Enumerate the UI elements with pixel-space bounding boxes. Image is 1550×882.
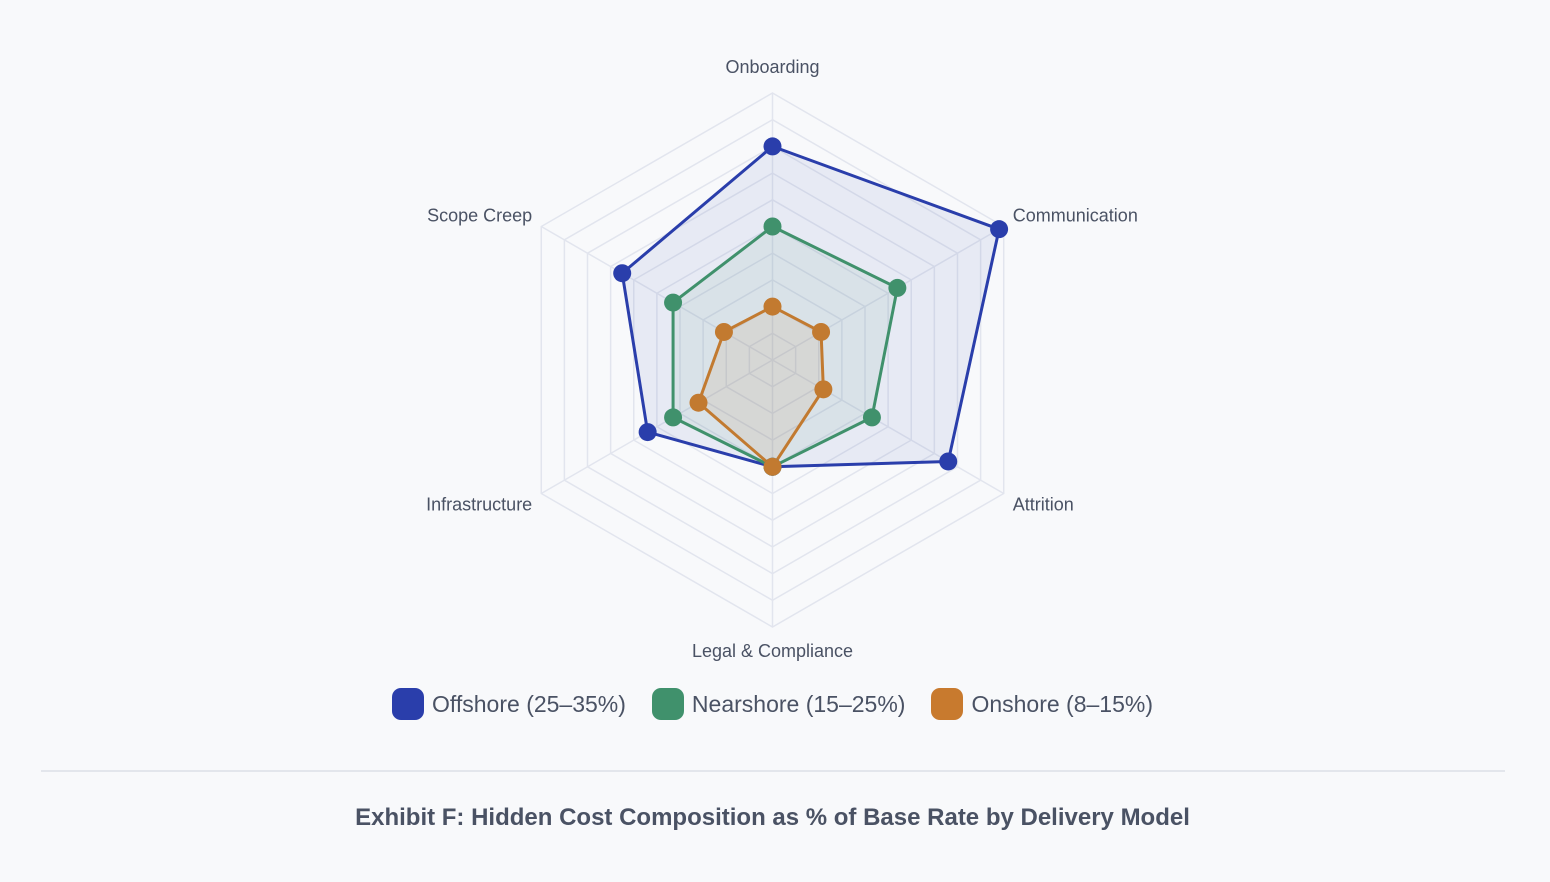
grid-spoke: [540, 225, 773, 361]
radar-chart: Onboarding Communication Attrition Legal & …: [426, 57, 1138, 661]
axis-label: Communication: [1013, 206, 1138, 226]
data-point: [888, 278, 907, 297]
legend: Offshore (25–35%) Nearshore (15–25%) Ons…: [0, 688, 1545, 720]
data-point: [763, 297, 782, 316]
grid-spoke: [772, 225, 1005, 361]
data-point: [862, 408, 881, 427]
legend-label: Onshore (8–15%): [971, 690, 1153, 717]
axis-label: Infrastructure: [426, 495, 532, 515]
legend-item-offshore[interactable]: Offshore (25–35%): [392, 688, 626, 720]
legend-item-nearshore[interactable]: Nearshore (15–25%): [651, 688, 906, 720]
legend-swatch-nearshore: [651, 688, 684, 720]
data-point: [763, 457, 782, 476]
divider: [41, 770, 1505, 772]
data-point: [613, 264, 632, 283]
axis-label: Legal & Compliance: [692, 641, 853, 661]
axis-label: Scope Creep: [427, 206, 532, 226]
legend-swatch-offshore: [392, 688, 425, 720]
data-point: [939, 452, 958, 471]
data-point: [763, 217, 782, 236]
data-point: [763, 137, 782, 156]
grid-spoke: [540, 359, 773, 495]
data-point: [689, 393, 708, 412]
axis-label: Onboarding: [725, 57, 819, 77]
data-point: [812, 322, 831, 341]
axis-label: Attrition: [1013, 495, 1074, 515]
chart-title: Exhibit F: Hidden Cost Composition as % …: [355, 804, 1190, 831]
legend-label: Nearshore (15–25%): [691, 690, 906, 717]
data-point: [814, 380, 833, 399]
legend-swatch-onshore: [931, 688, 964, 720]
grid-spoke: [772, 359, 1005, 495]
data-point: [664, 293, 683, 312]
data-point: [664, 408, 683, 427]
legend-label: Offshore (25–35%): [432, 690, 626, 717]
data-point: [638, 423, 657, 442]
data-point: [990, 220, 1009, 239]
data-point: [714, 322, 733, 341]
legend-item-onshore[interactable]: Onshore (8–15%): [931, 688, 1153, 720]
